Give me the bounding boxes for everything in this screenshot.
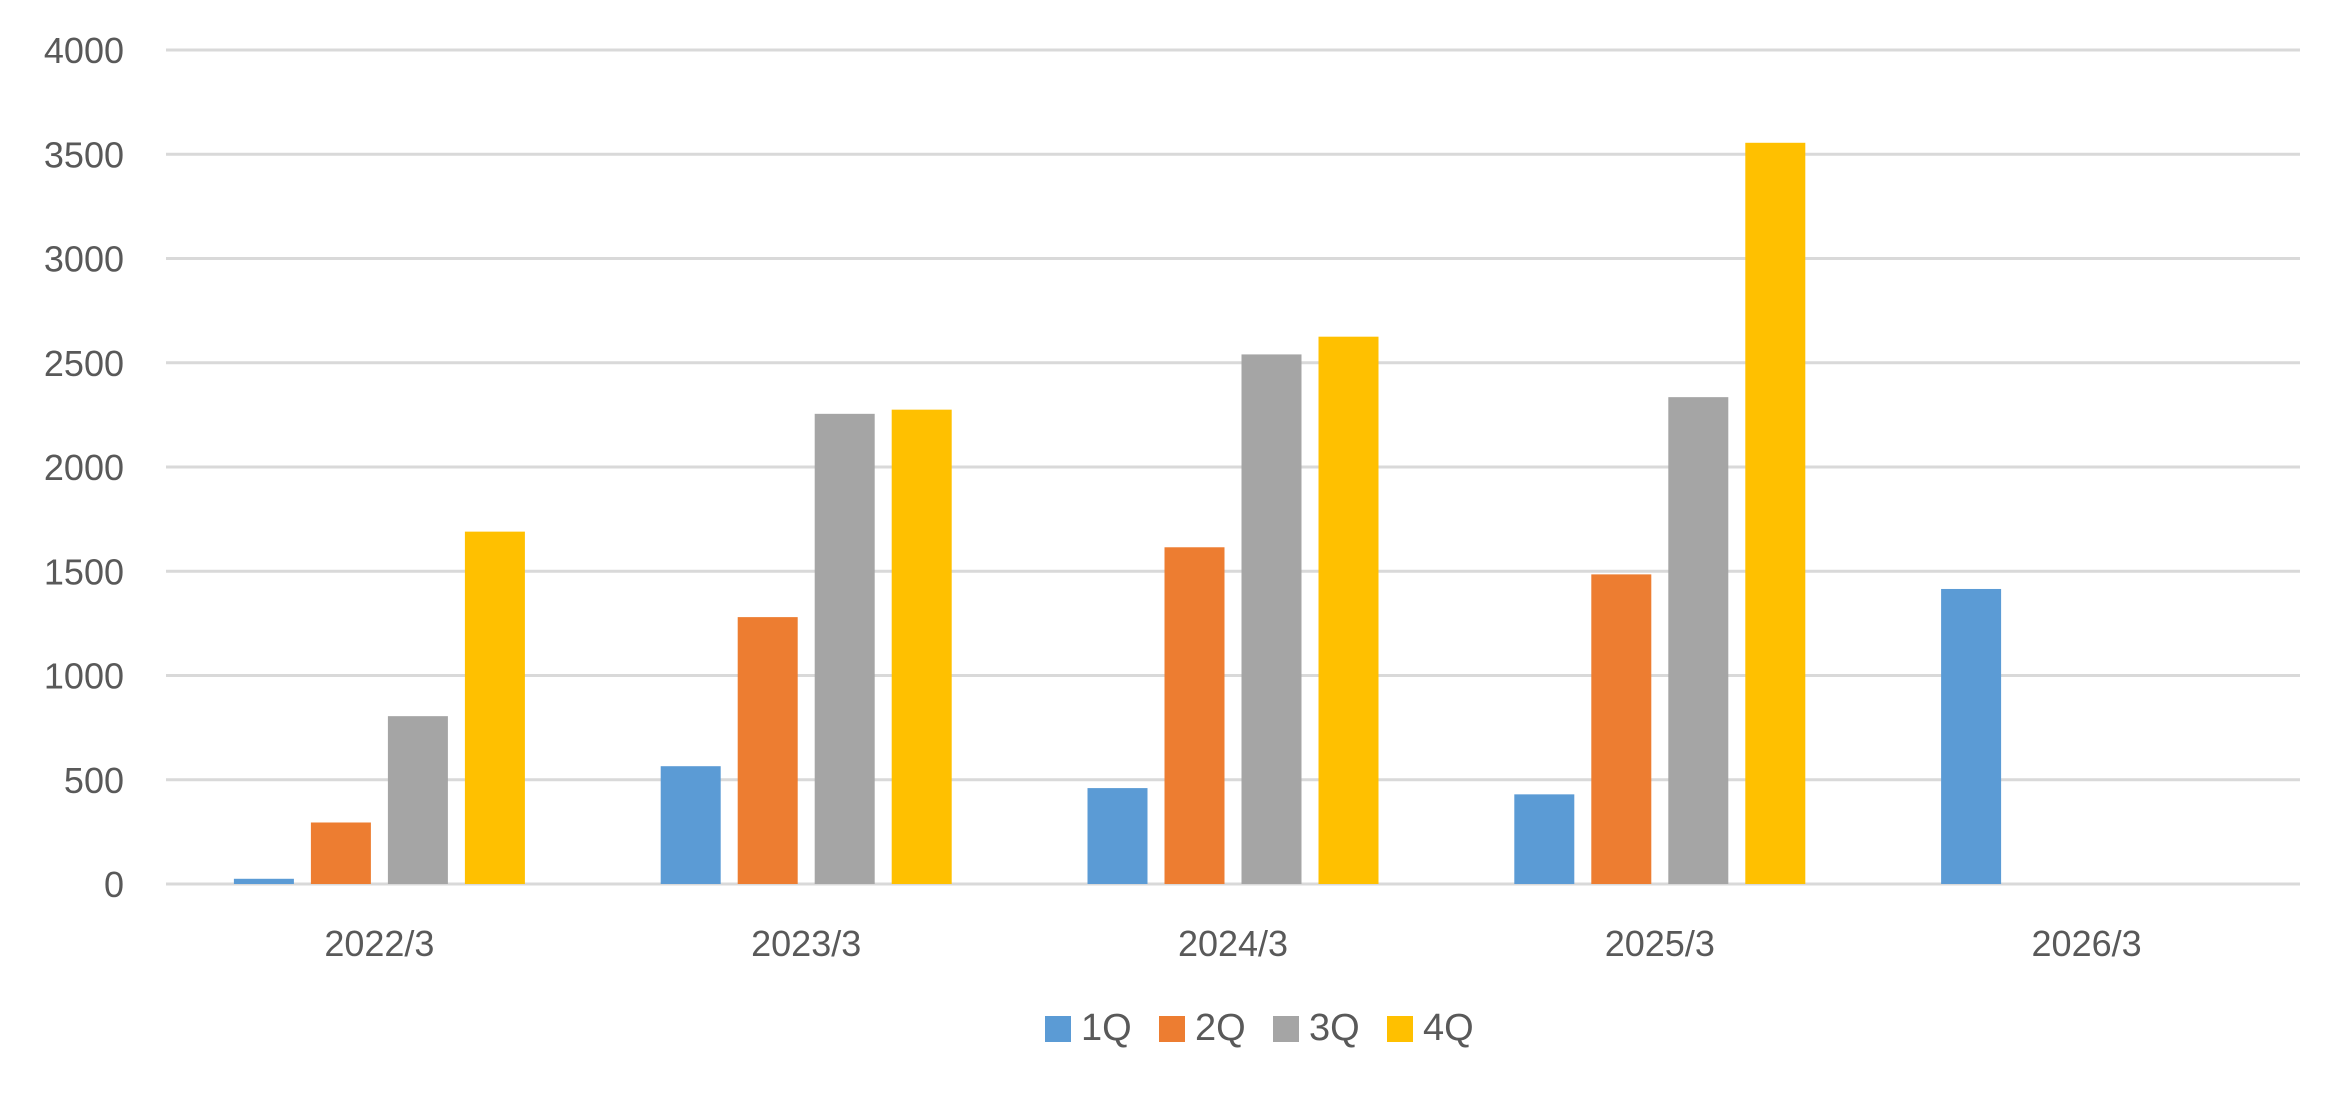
y-tick-label: 1000 [44, 656, 124, 697]
bar-2Q-2022/3 [310, 822, 371, 884]
legend-item-4Q: 4Q [1387, 1007, 1474, 1049]
x-axis-tick-labels: 2022/3 2023/3 2024/3 2025/3 2026/3 [324, 923, 2141, 964]
x-tick-label: 2022/3 [324, 923, 434, 964]
y-tick-label: 500 [64, 760, 124, 801]
bar-1Q-2022/3 [233, 878, 294, 884]
y-tick-label: 4000 [44, 30, 124, 71]
y-axis-tick-labels: 0 500 1000 1500 2000 2500 3000 3500 4000 [44, 30, 124, 905]
bar-3Q-2024/3 [1241, 354, 1302, 884]
bars [233, 142, 2002, 885]
legend-label: 4Q [1423, 1007, 1474, 1049]
bar-1Q-2023/3 [660, 766, 721, 884]
legend-label: 2Q [1195, 1007, 1246, 1049]
legend-label: 1Q [1081, 1007, 1132, 1049]
x-tick-label: 2023/3 [751, 923, 861, 964]
y-tick-label: 2500 [44, 343, 124, 384]
x-tick-label: 2026/3 [2032, 923, 2142, 964]
y-tick-label: 3500 [44, 134, 124, 175]
legend-item-2Q: 2Q [1159, 1007, 1246, 1049]
y-tick-label: 2000 [44, 447, 124, 488]
bar-4Q-2025/3 [1745, 142, 1806, 885]
y-tick-label: 0 [104, 864, 124, 905]
x-tick-label: 2025/3 [1605, 923, 1715, 964]
bar-1Q-2025/3 [1514, 794, 1575, 884]
bar-1Q-2024/3 [1087, 788, 1148, 884]
legend-item-1Q: 1Q [1045, 1007, 1132, 1049]
legend-swatch [1159, 1016, 1185, 1042]
x-tick-label: 2024/3 [1178, 923, 1288, 964]
legend-swatch [1387, 1016, 1413, 1042]
bar-3Q-2022/3 [387, 716, 448, 884]
bar-4Q-2022/3 [464, 531, 525, 884]
bar-4Q-2023/3 [891, 409, 952, 884]
y-tick-label: 1500 [44, 551, 124, 592]
bar-4Q-2024/3 [1318, 336, 1379, 884]
bar-1Q-2026/3 [1941, 588, 2002, 884]
bar-2Q-2023/3 [737, 617, 798, 884]
legend-swatch [1273, 1016, 1299, 1042]
y-tick-label: 3000 [44, 239, 124, 280]
bar-3Q-2025/3 [1668, 397, 1729, 884]
bar-3Q-2023/3 [814, 413, 875, 884]
legend-label: 3Q [1309, 1007, 1360, 1049]
legend-swatch [1045, 1016, 1071, 1042]
bar-2Q-2024/3 [1164, 547, 1225, 884]
legend-item-3Q: 3Q [1273, 1007, 1360, 1049]
legend: 1Q 2Q 3Q 4Q [1045, 1007, 1474, 1049]
bar-2Q-2025/3 [1591, 574, 1652, 884]
